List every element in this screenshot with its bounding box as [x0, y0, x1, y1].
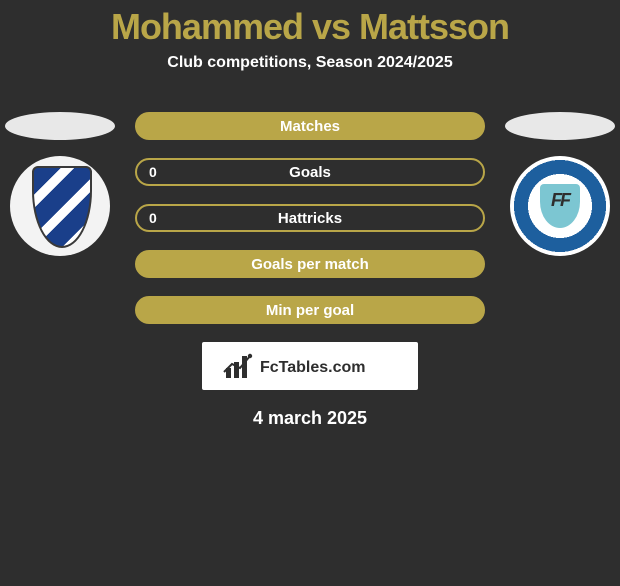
stat-bar-matches: Matches [135, 112, 485, 140]
brand-badge: FcTables.com [202, 342, 418, 390]
player-right [500, 112, 620, 256]
country-flag-right [505, 112, 615, 140]
country-flag-left [5, 112, 115, 140]
comparison-subtitle: Club competitions, Season 2024/2025 [0, 54, 620, 72]
fctables-logo-icon: FcTables.com [220, 350, 400, 382]
club-crest-right [510, 156, 610, 256]
stat-bar-goals-per-match: Goals per match [135, 250, 485, 278]
comparison-title: Mohammed vs Mattsson [0, 6, 620, 48]
stat-label: Min per goal [266, 302, 354, 319]
stat-value-left: 0 [149, 210, 157, 226]
player-left [0, 112, 120, 256]
stat-bars: Matches 0 Goals 0 Hattricks Goals per ma… [135, 112, 485, 324]
stat-bar-goals: 0 Goals [135, 158, 485, 186]
stat-bar-min-per-goal: Min per goal [135, 296, 485, 324]
comparison-body: Matches 0 Goals 0 Hattricks Goals per ma… [0, 112, 620, 429]
stat-label: Goals per match [251, 256, 369, 273]
stat-label: Goals [289, 164, 331, 181]
stat-label: Matches [280, 118, 340, 135]
stat-bar-hattricks: 0 Hattricks [135, 204, 485, 232]
stat-value-left: 0 [149, 164, 157, 180]
comparison-date: 4 march 2025 [0, 408, 620, 429]
stat-label: Hattricks [278, 210, 342, 227]
brand-text: FcTables.com [260, 359, 366, 376]
club-crest-left [10, 156, 110, 256]
